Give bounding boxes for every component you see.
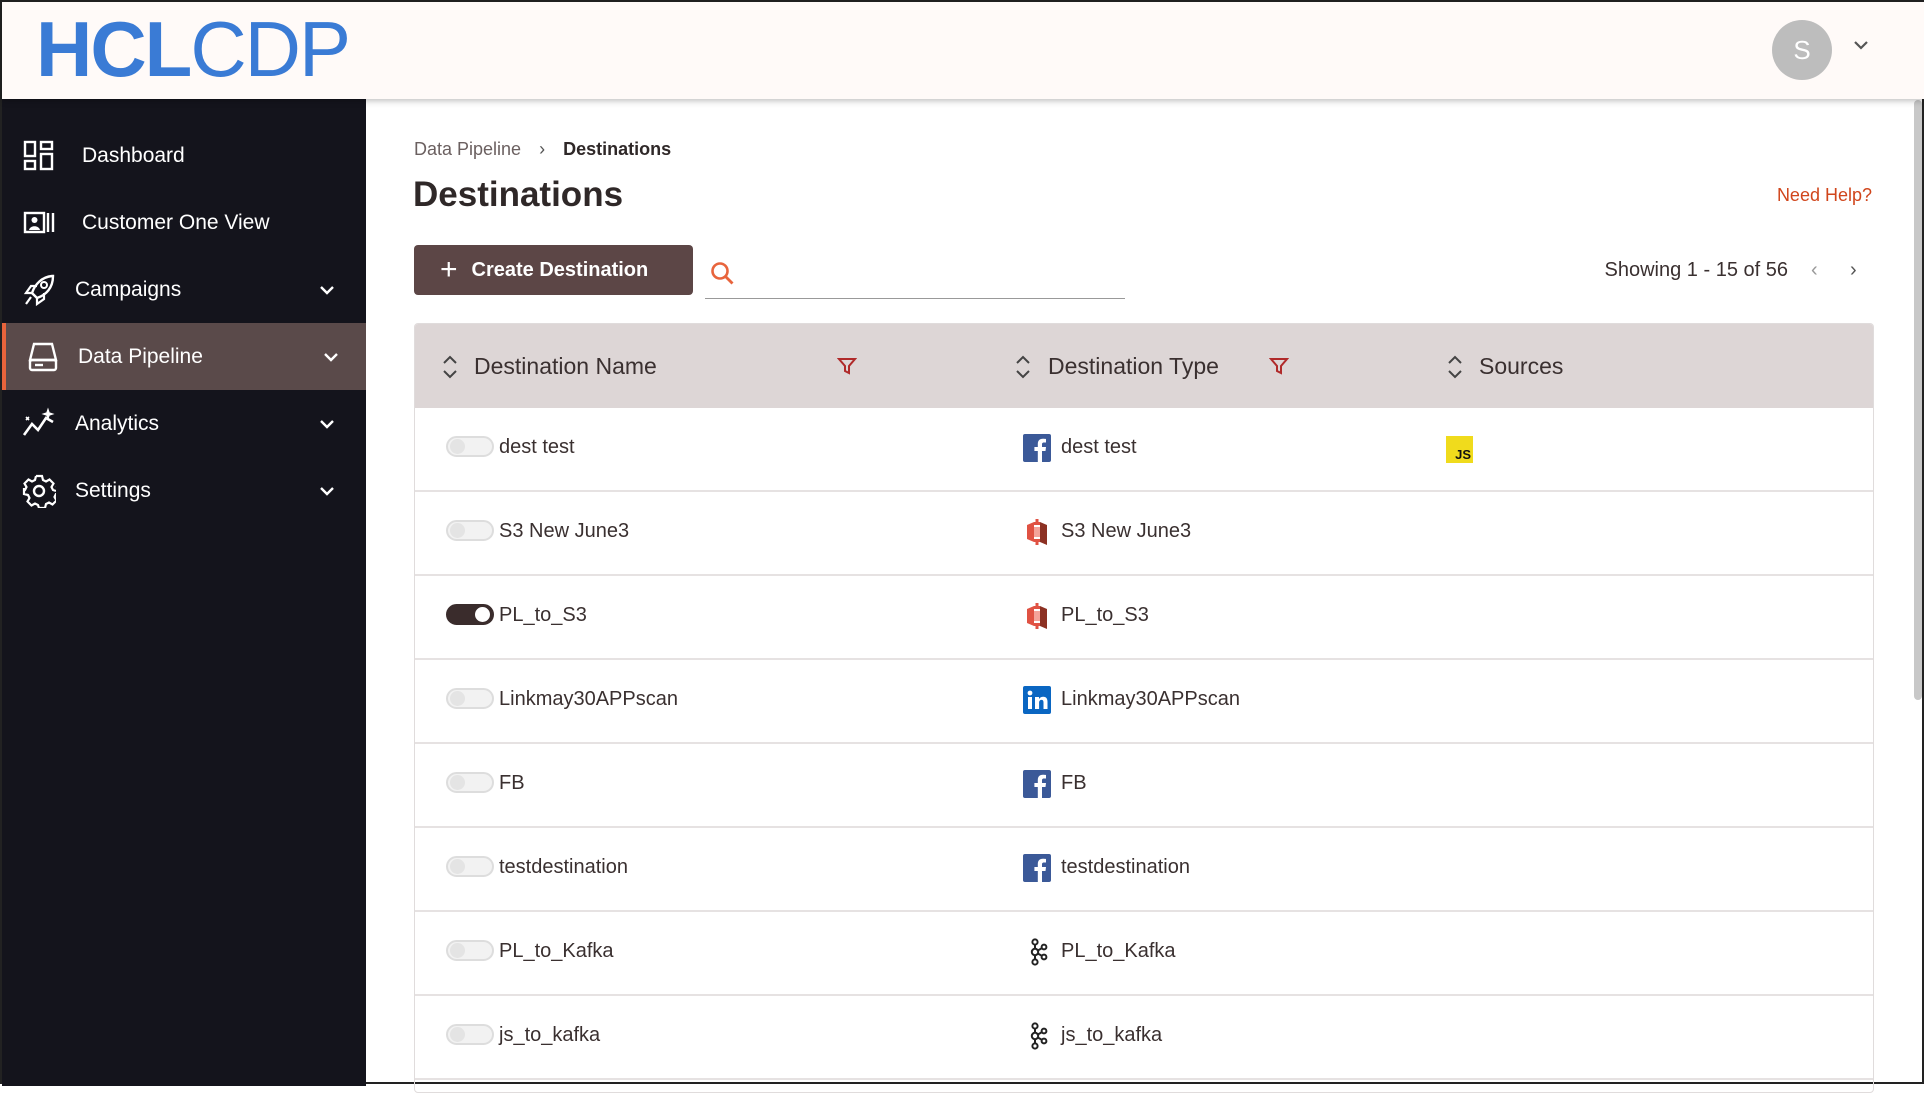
destination-name[interactable]: js_to_kafka — [499, 1024, 601, 1046]
facebook-icon — [1023, 854, 1051, 882]
main-content: Data Pipeline › Destinations Destinations … — [366, 99, 1916, 1093]
pagination-status: Showing 1 - 15 of 56 — [1604, 259, 1788, 281]
kafka-icon — [1030, 1022, 1048, 1050]
destination-type: Linkmay30APPscan — [1061, 688, 1240, 710]
table-row[interactable]: testdestination testdestination — [415, 828, 1873, 912]
table-row[interactable]: FB FB — [415, 744, 1873, 828]
sidebar-item-dashboard[interactable]: Dashboard — [2, 122, 366, 189]
sidebar-item-label: Analytics — [75, 411, 160, 435]
enable-toggle[interactable] — [446, 940, 494, 961]
logo-light: CDP — [190, 5, 351, 93]
logo-bold: HCL — [36, 5, 192, 93]
filter-icon[interactable] — [1269, 356, 1289, 376]
create-destination-label: Create Destination — [471, 258, 649, 281]
table-row[interactable]: S3 New June3 S3 New June3 — [415, 492, 1873, 576]
destination-name[interactable]: testdestination — [499, 856, 628, 878]
sidebar: Dashboard Customer One View Campaigns Data … — [2, 99, 366, 1086]
destinations-table: Destination Name Destination Type Source… — [414, 323, 1874, 1093]
sidebar-item-label: Customer One View — [82, 210, 270, 234]
table-row[interactable]: PL_to_S3 PL_to_S3 — [415, 576, 1873, 660]
hcl-cdp-logo[interactable]: HCLCDP — [36, 5, 351, 93]
sidebar-item-campaigns[interactable]: Campaigns — [2, 256, 366, 323]
search-icon — [711, 262, 734, 285]
facebook-icon — [1023, 770, 1051, 798]
sidebar-item-settings[interactable]: Settings — [2, 457, 366, 524]
enable-toggle[interactable] — [446, 1024, 494, 1045]
destination-name[interactable]: FB — [499, 772, 525, 794]
sort-icon[interactable] — [1446, 354, 1464, 380]
search-box — [705, 251, 1125, 299]
table-row[interactable]: Linkmay30APPscan Linkmay30APPscan — [415, 660, 1873, 744]
enable-toggle[interactable] — [446, 604, 494, 625]
destination-name[interactable]: dest test — [499, 436, 575, 458]
sort-icon[interactable] — [1014, 354, 1032, 380]
chevron-right-icon: › — [539, 139, 546, 159]
destination-type: S3 New June3 — [1061, 520, 1192, 542]
facebook-icon — [1023, 434, 1051, 462]
s3-icon — [1027, 519, 1047, 545]
destination-type: js_to_kafka — [1061, 1024, 1163, 1046]
filter-icon[interactable] — [837, 356, 857, 376]
sort-icon[interactable] — [441, 354, 459, 380]
sidebar-item-customer-one-view[interactable]: Customer One View — [2, 189, 366, 256]
destination-type: testdestination — [1061, 856, 1190, 878]
enable-toggle[interactable] — [446, 688, 494, 709]
destination-type: PL_to_S3 — [1061, 604, 1149, 626]
breadcrumb-current: Destinations — [563, 139, 672, 159]
plus-icon: + — [440, 253, 458, 286]
enable-toggle[interactable] — [446, 856, 494, 877]
destination-type: PL_to_Kafka — [1061, 940, 1176, 962]
rocket-icon — [23, 274, 55, 306]
sidebar-item-label: Settings — [75, 478, 151, 502]
destination-name[interactable]: Linkmay30APPscan — [499, 688, 678, 710]
javascript-source-icon: JS — [1446, 436, 1473, 463]
gear-icon — [22, 474, 56, 508]
need-help-link[interactable]: Need Help? — [1776, 185, 1872, 205]
kafka-icon — [1030, 938, 1048, 966]
sidebar-item-analytics[interactable]: Analytics — [2, 390, 366, 457]
sidebar-item-label: Dashboard — [82, 143, 185, 167]
chevron-down-icon[interactable] — [1850, 34, 1872, 56]
sidebar-item-label: Campaigns — [75, 277, 182, 301]
column-header-type[interactable]: Destination Type — [1048, 352, 1219, 379]
scrollbar[interactable] — [1914, 100, 1922, 700]
destination-name[interactable]: S3 New June3 — [499, 520, 630, 542]
destination-name[interactable]: PL_to_Kafka — [499, 940, 614, 962]
enable-toggle[interactable] — [446, 520, 494, 541]
chevron-down-icon — [320, 285, 334, 295]
chevron-down-icon — [320, 419, 334, 429]
analytics-icon — [22, 406, 55, 436]
sidebar-item-label: Data Pipeline — [78, 344, 203, 368]
table-row[interactable]: dest test dest test JS — [415, 408, 1873, 492]
chevron-down-icon — [324, 352, 338, 362]
column-header-sources[interactable]: Sources — [1479, 352, 1564, 379]
drive-icon — [28, 342, 58, 371]
destination-type: FB — [1061, 772, 1087, 794]
enable-toggle[interactable] — [446, 772, 494, 793]
sidebar-item-data-pipeline[interactable]: Data Pipeline — [2, 323, 366, 390]
create-destination-button[interactable]: + Create Destination — [414, 245, 693, 295]
breadcrumb-parent[interactable]: Data Pipeline — [414, 139, 522, 159]
user-avatar[interactable]: S — [1772, 20, 1832, 80]
next-page-button[interactable]: › — [1850, 259, 1857, 281]
table-header: Destination Name Destination Type Source… — [415, 324, 1873, 408]
column-header-name[interactable]: Destination Name — [474, 352, 657, 379]
dashboard-icon — [23, 140, 54, 170]
s3-icon — [1027, 603, 1047, 629]
linkedin-icon — [1023, 686, 1051, 714]
page-title: Destinations — [413, 175, 624, 214]
breadcrumb: Data Pipeline › Destinations — [414, 139, 671, 160]
search-input[interactable] — [749, 257, 1119, 291]
prev-page-button[interactable]: ‹ — [1811, 259, 1818, 281]
chevron-down-icon — [320, 486, 334, 496]
enable-toggle[interactable] — [446, 436, 494, 457]
table-row[interactable]: PL_to_Kafka PL_to_Kafka — [415, 912, 1873, 996]
destination-type: dest test — [1061, 436, 1137, 458]
top-header: HCLCDP S — [2, 2, 1924, 99]
table-row[interactable]: js_to_kafka js_to_kafka — [415, 996, 1873, 1080]
contact-card-icon — [23, 211, 55, 233]
destination-name[interactable]: PL_to_S3 — [499, 604, 587, 626]
